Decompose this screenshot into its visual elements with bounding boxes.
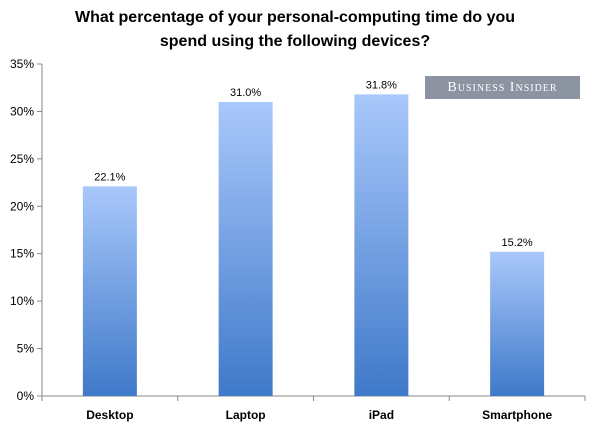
bars: [82, 94, 545, 397]
data-label: 22.1%: [94, 171, 125, 183]
y-tick-label: 5%: [17, 342, 35, 356]
y-tick-label: 20%: [10, 199, 34, 213]
y-tick-label: 35%: [10, 57, 34, 71]
y-tick-label: 15%: [10, 247, 34, 261]
labels: 22.1% Desktop 31.0% Laptop 31.8% iPad 15.2% Sma…: [86, 79, 552, 422]
chart-title: What percentage of your personal-computi…: [74, 9, 516, 50]
data-label: 31.0%: [230, 87, 261, 99]
bar-smartphone: [490, 251, 545, 396]
y-tick-label: 30%: [10, 104, 34, 118]
y-tick-label: 0%: [17, 389, 35, 403]
axes: 0% 5% 10% 15% 20% 25% 30% 35%: [10, 57, 586, 403]
data-label: 31.8%: [366, 79, 397, 91]
y-tick-label: 25%: [10, 152, 34, 166]
bar-desktop: [82, 186, 137, 396]
business-insider-logo: Business Insider: [425, 76, 580, 99]
x-tick-label: iPad: [369, 408, 394, 422]
x-tick-label: Laptop: [226, 408, 266, 422]
data-label: 15.2%: [502, 237, 533, 249]
bar-laptop: [218, 101, 273, 396]
bar-ipad: [354, 94, 409, 397]
x-tick-label: Smartphone: [482, 408, 552, 422]
x-tick-label: Desktop: [86, 408, 133, 422]
y-tick-label: 10%: [10, 294, 34, 308]
